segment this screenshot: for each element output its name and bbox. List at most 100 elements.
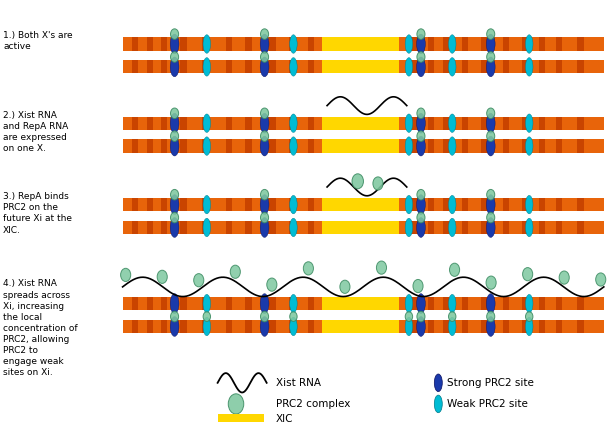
Ellipse shape [486, 294, 495, 313]
Bar [481, 117, 487, 130]
Ellipse shape [261, 51, 268, 62]
Bar [503, 139, 509, 153]
Bar [503, 37, 509, 51]
Ellipse shape [417, 114, 425, 133]
Bar [202, 117, 208, 130]
Bar [132, 117, 139, 130]
Bar [428, 60, 435, 73]
Ellipse shape [487, 189, 495, 200]
Ellipse shape [203, 114, 210, 132]
Bar [161, 117, 167, 130]
Bar [322, 117, 399, 130]
Ellipse shape [290, 312, 297, 321]
Ellipse shape [434, 374, 443, 392]
Bar [269, 139, 276, 153]
Ellipse shape [525, 218, 533, 237]
Bar [322, 320, 399, 333]
Ellipse shape [260, 294, 269, 313]
Ellipse shape [487, 51, 495, 62]
Bar [245, 60, 251, 73]
Bar [481, 297, 487, 310]
Bar [245, 320, 251, 333]
Bar [202, 198, 208, 211]
Bar [161, 297, 167, 310]
Bar [226, 117, 232, 130]
Bar [522, 60, 528, 73]
Ellipse shape [261, 108, 268, 119]
Ellipse shape [417, 189, 425, 200]
Bar [428, 221, 435, 234]
Bar [577, 221, 584, 234]
Bar [539, 198, 545, 211]
Ellipse shape [203, 195, 210, 214]
Text: XIC: XIC [276, 414, 294, 424]
Ellipse shape [260, 194, 269, 214]
Bar [308, 221, 314, 234]
Bar [269, 37, 276, 51]
Ellipse shape [525, 137, 533, 155]
Bar [308, 117, 314, 130]
Bar [539, 139, 545, 153]
Bar [443, 198, 449, 211]
Bar [411, 198, 417, 211]
Bar [555, 221, 562, 234]
Ellipse shape [487, 213, 495, 223]
Bar [428, 37, 435, 51]
Bar [481, 198, 487, 211]
Ellipse shape [449, 195, 456, 214]
Ellipse shape [417, 57, 425, 77]
Bar [577, 60, 584, 73]
Text: 3.) RepA binds
PRC2 on the
future Xi at the
XIC.: 3.) RepA binds PRC2 on the future Xi at … [3, 192, 72, 235]
Bar [245, 37, 251, 51]
Ellipse shape [405, 137, 413, 155]
Ellipse shape [203, 294, 210, 313]
Bar [443, 37, 449, 51]
Ellipse shape [596, 273, 606, 286]
Ellipse shape [170, 136, 179, 156]
Bar [411, 139, 417, 153]
Bar [411, 60, 417, 73]
Bar [161, 139, 167, 153]
Ellipse shape [525, 58, 533, 76]
Bar [226, 37, 232, 51]
Bar [147, 198, 153, 211]
Text: Xist RNA: Xist RNA [276, 378, 321, 388]
Ellipse shape [417, 29, 425, 40]
Bar [503, 117, 509, 130]
Bar [147, 139, 153, 153]
Ellipse shape [290, 218, 297, 237]
Bar [411, 117, 417, 130]
Bar [555, 37, 562, 51]
Ellipse shape [230, 265, 240, 279]
Bar [555, 117, 562, 130]
Bar [123, 221, 604, 234]
Bar [269, 221, 276, 234]
Bar [226, 320, 232, 333]
Ellipse shape [261, 311, 268, 322]
Ellipse shape [486, 276, 496, 289]
Bar [462, 139, 468, 153]
Bar [428, 117, 435, 130]
Ellipse shape [261, 29, 268, 40]
Ellipse shape [290, 317, 297, 336]
Bar [147, 60, 153, 73]
Bar [226, 297, 232, 310]
Ellipse shape [434, 395, 443, 413]
Bar [132, 198, 139, 211]
Ellipse shape [405, 294, 413, 313]
Ellipse shape [413, 279, 423, 293]
Bar [577, 297, 584, 310]
Ellipse shape [525, 114, 533, 132]
Ellipse shape [405, 58, 413, 76]
Bar [269, 320, 276, 333]
Ellipse shape [170, 131, 178, 141]
Bar [462, 198, 468, 211]
Bar [428, 139, 435, 153]
Bar [522, 37, 528, 51]
Bar [555, 297, 562, 310]
Ellipse shape [449, 58, 456, 76]
Bar [539, 320, 545, 333]
Bar [123, 139, 604, 153]
Bar [132, 320, 139, 333]
Bar [132, 37, 139, 51]
